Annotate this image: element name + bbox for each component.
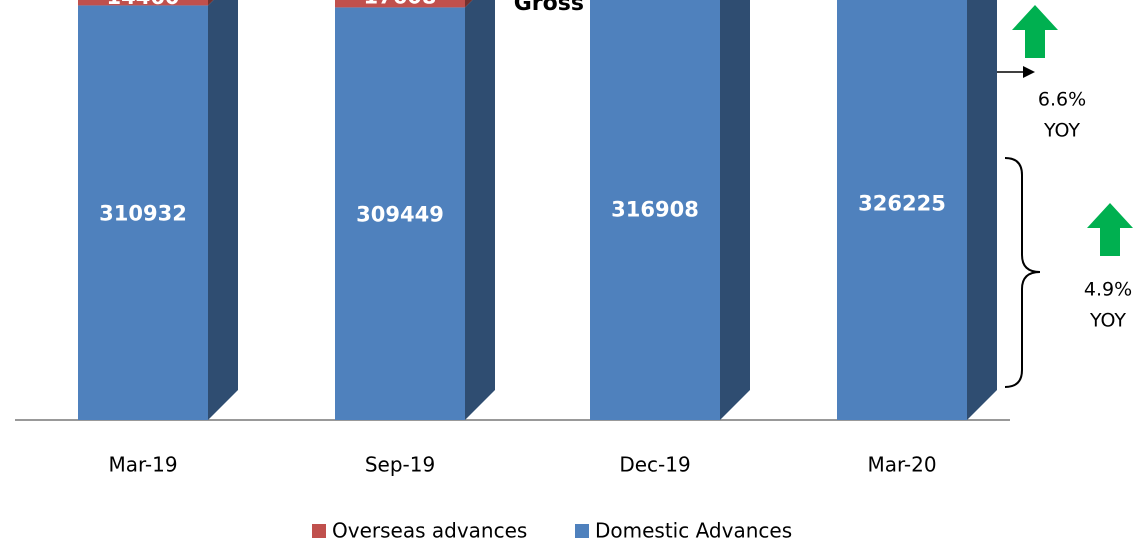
bar-side bbox=[967, 0, 997, 420]
bar-side bbox=[208, 0, 214, 6]
annotation: YOY bbox=[1089, 310, 1126, 332]
data-label: 316908 bbox=[611, 198, 699, 222]
bar bbox=[590, 0, 720, 421]
annotation: YOY bbox=[1043, 120, 1080, 142]
legend-swatch bbox=[312, 524, 326, 538]
annotation: 4.9% bbox=[1084, 279, 1132, 301]
bar-side bbox=[208, 0, 238, 420]
data-label: 326225 bbox=[858, 192, 946, 216]
bar bbox=[78, 5, 208, 420]
pointer-head bbox=[1023, 66, 1035, 78]
x-tick-label: Mar-19 bbox=[108, 453, 177, 477]
legend-swatch bbox=[575, 524, 589, 538]
data-label: 14460 bbox=[106, 0, 179, 9]
bar-side bbox=[465, 0, 495, 420]
data-label: 309449 bbox=[356, 203, 444, 227]
bar bbox=[335, 7, 465, 420]
data-label: 310932 bbox=[99, 202, 187, 226]
bar bbox=[335, 0, 465, 8]
data-label: 17608 bbox=[363, 0, 436, 9]
legend-label: Overseas advances bbox=[332, 519, 527, 543]
bar bbox=[837, 0, 967, 421]
bar bbox=[78, 0, 208, 6]
annotation: 6.6% bbox=[1038, 89, 1086, 111]
bar-side bbox=[720, 0, 750, 420]
x-tick-label: Dec-19 bbox=[619, 453, 690, 477]
up-arrow bbox=[1087, 203, 1133, 256]
brace bbox=[1004, 157, 1041, 388]
x-tick-label: Sep-19 bbox=[365, 453, 435, 477]
x-tick-label: Mar-20 bbox=[867, 453, 936, 477]
up-arrow bbox=[1012, 5, 1058, 58]
bar-side bbox=[465, 0, 473, 8]
legend-label: Domestic Advances bbox=[595, 519, 792, 543]
